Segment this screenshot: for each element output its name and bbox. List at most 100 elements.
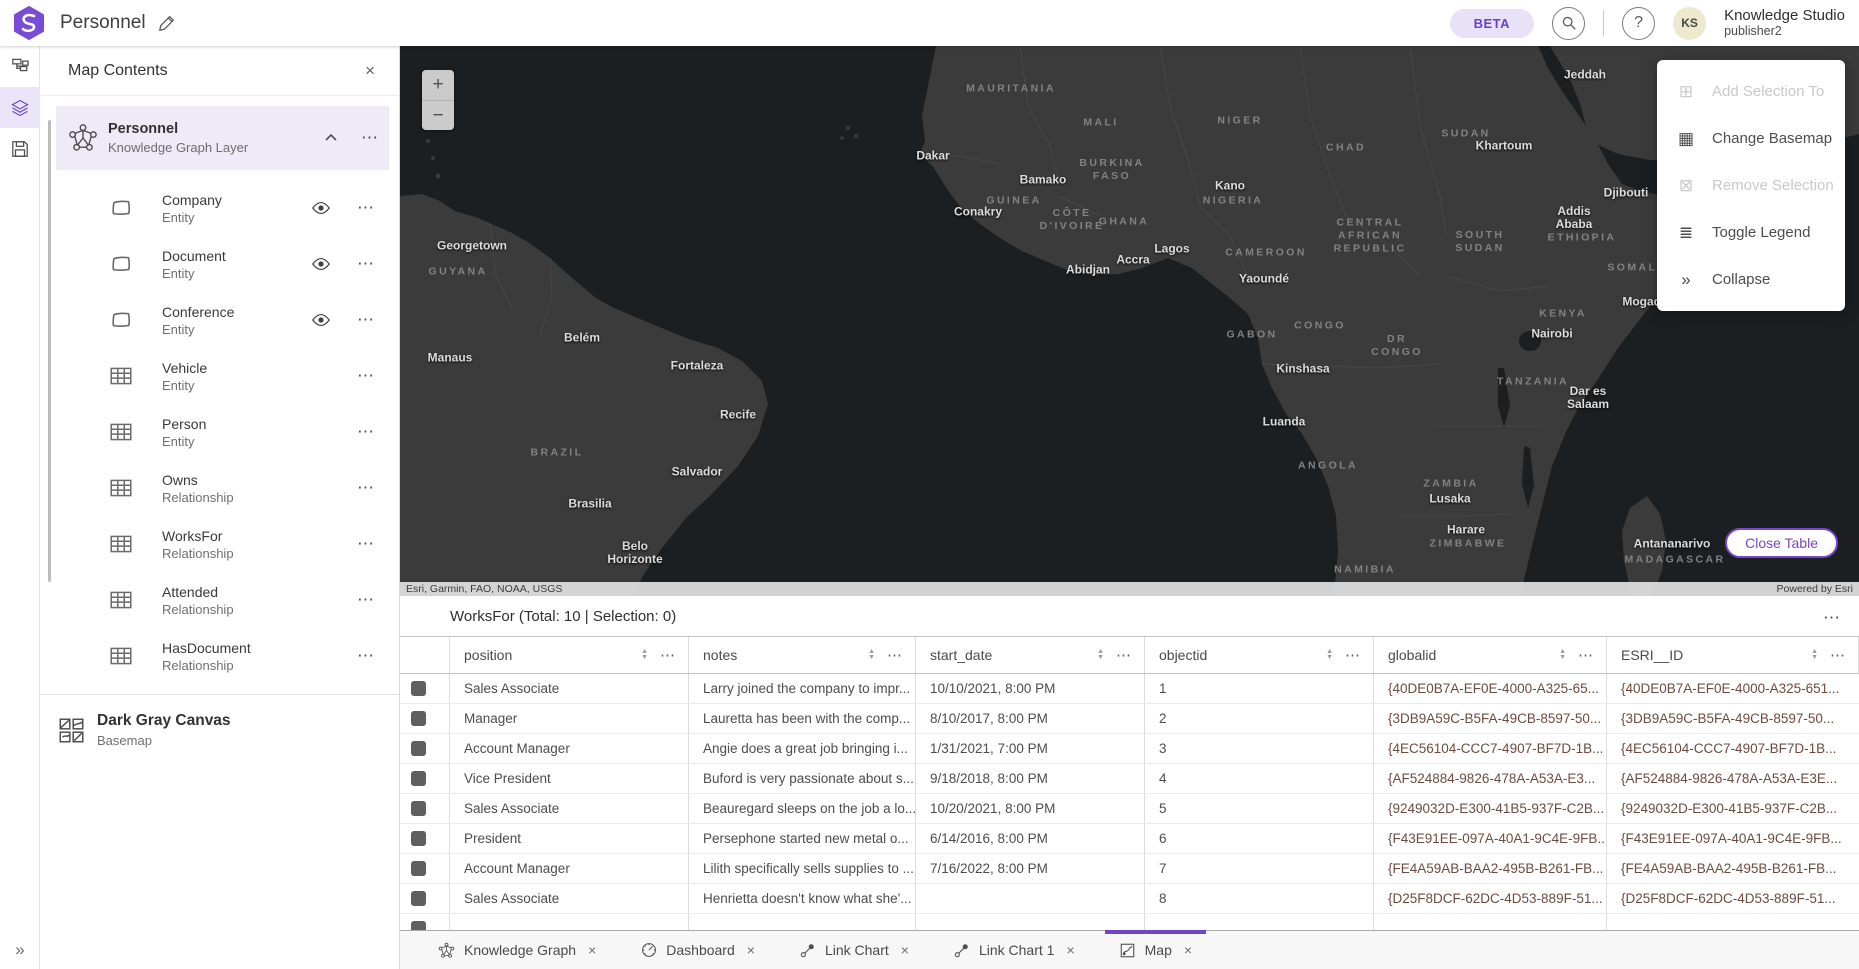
view-tab[interactable]: Link Chart × [777,931,931,969]
item-menu-icon[interactable]: ⋯ [357,310,375,329]
cell-objectid: 6 [1145,824,1374,853]
table-column-header[interactable]: start_date ▲ ▼ ⋯ [916,637,1145,673]
layer-item-name: Conference [162,303,235,320]
basemap-item[interactable]: Dark Gray Canvas Basemap [40,695,399,765]
item-menu-icon[interactable]: ⋯ [357,534,375,553]
table-row[interactable]: Manager Lauretta has been with the comp.… [400,704,1859,734]
search-button[interactable] [1552,6,1586,40]
sort-icon[interactable]: ▲ ▼ [868,648,875,661]
sort-icon[interactable]: ▲ ▼ [1326,648,1333,661]
table-row[interactable]: Sales Associate Larry joined the company… [400,674,1859,704]
close-table-button[interactable]: Close Table [1725,528,1838,558]
item-menu-icon[interactable]: ⋯ [357,590,375,609]
context-menu-item[interactable]: » Collapse [1657,256,1845,303]
column-menu-icon[interactable]: ⋯ [1345,647,1361,664]
layer-item[interactable]: Vehicle Entity ⋯ [40,348,399,404]
help-button[interactable]: ? [1622,6,1656,40]
main-area: MAURITANIA MALI NIGER CHAD SUDAN BURKINA FASO… [400,46,1859,969]
close-tab-icon[interactable]: × [588,942,597,958]
column-menu-icon[interactable]: ⋯ [887,647,903,664]
sort-icon[interactable]: ▲ ▼ [641,648,648,661]
item-menu-icon[interactable]: ⋯ [357,198,375,217]
rail-item-project[interactable] [0,46,40,87]
row-checkbox[interactable] [411,681,426,696]
layer-item[interactable]: Person Entity ⋯ [40,404,399,460]
layer-item[interactable]: HasDocument Relationship ⋯ [40,628,399,684]
visibility-eye-icon[interactable] [311,254,331,274]
item-menu-icon[interactable]: ⋯ [357,646,375,665]
rail-expand-icon[interactable]: » [15,940,25,959]
layer-item[interactable]: Company Entity ⋯ [40,180,399,236]
row-checkbox[interactable] [411,741,426,756]
table-row[interactable] [400,914,1859,930]
table-row[interactable]: President Persephone started new metal o… [400,824,1859,854]
row-checkbox[interactable] [411,921,426,930]
visibility-eye-icon[interactable] [311,198,331,218]
close-tab-icon[interactable]: × [900,942,909,958]
table-column-header[interactable]: ESRI__ID ▲ ▼ ⋯ [1607,637,1859,673]
sort-icon[interactable]: ▲ ▼ [1811,648,1818,661]
column-menu-icon[interactable]: ⋯ [1830,647,1846,664]
column-menu-icon[interactable]: ⋯ [1578,647,1594,664]
row-checkbox[interactable] [411,801,426,816]
row-checkbox[interactable] [411,711,426,726]
rail-item-layers[interactable] [0,87,40,128]
layer-item-type: Relationship [162,657,234,673]
row-checkbox[interactable] [411,831,426,846]
sort-icon[interactable]: ▲ ▼ [1097,648,1104,661]
layer-item[interactable]: WorksFor Relationship ⋯ [40,516,399,572]
layer-group-personnel[interactable]: Personnel Knowledge Graph Layer ⋯ [56,106,389,170]
zoom-in-button[interactable]: + [422,70,454,100]
row-checkbox[interactable] [411,891,426,906]
table-row[interactable]: Account Manager Lilith specifically sell… [400,854,1859,884]
table-row[interactable]: Sales Associate Beauregard sleeps on the… [400,794,1859,824]
table-row[interactable]: Account Manager Angie does a great job b… [400,734,1859,764]
context-menu-item[interactable]: ▦ Change Basemap [1657,115,1845,162]
rail-item-save[interactable] [0,128,40,169]
close-panel-icon[interactable]: × [365,60,375,80]
table-column-header[interactable]: globalid ▲ ▼ ⋯ [1374,637,1607,673]
column-menu-icon[interactable]: ⋯ [660,647,676,664]
view-tab[interactable]: Knowledge Graph × [416,931,618,969]
close-tab-icon[interactable]: × [746,942,755,958]
visibility-eye-icon[interactable] [311,310,331,330]
view-tab[interactable]: Dashboard × [618,931,777,969]
item-menu-icon[interactable]: ⋯ [357,254,375,273]
sort-icon[interactable]: ▲ ▼ [1559,648,1566,661]
table-column-header[interactable]: notes ▲ ▼ ⋯ [689,637,916,673]
cell-position: Sales Associate [450,674,689,703]
table-row[interactable]: Vice President Buford is very passionate… [400,764,1859,794]
layer-item[interactable]: Document Entity ⋯ [40,236,399,292]
knowledge-graph-icon [438,942,455,959]
view-tab[interactable]: Map × [1097,930,1214,969]
close-tab-icon[interactable]: × [1183,942,1193,958]
context-menu-item[interactable]: ⊠ Remove Selection [1657,162,1845,209]
row-checkbox[interactable] [411,861,426,876]
user-info[interactable]: Knowledge Studio publisher2 [1724,7,1845,39]
close-tab-icon[interactable]: × [1066,942,1075,958]
map-view[interactable]: MAURITANIA MALI NIGER CHAD SUDAN BURKINA FASO… [400,46,1859,596]
table-column-header[interactable]: position ▲ ▼ ⋯ [450,637,689,673]
table-row[interactable]: Sales Associate Henrietta doesn't know w… [400,884,1859,914]
column-menu-icon[interactable]: ⋯ [1116,647,1132,664]
edit-title-icon[interactable] [158,14,176,32]
layer-item[interactable]: Owns Relationship ⋯ [40,460,399,516]
layer-item[interactable]: Attended Relationship ⋯ [40,572,399,628]
zoom-out-button[interactable]: − [422,100,454,130]
view-tab[interactable]: Link Chart 1 × [931,931,1097,969]
context-menu-item[interactable]: ≣ Toggle Legend [1657,209,1845,256]
item-menu-icon[interactable]: ⋯ [357,366,375,385]
context-menu-item[interactable]: ⊞ Add Selection To [1657,68,1845,115]
table-column-header[interactable]: objectid ▲ ▼ ⋯ [1145,637,1374,673]
panel-scrollbar[interactable] [48,120,51,582]
cell-notes: Henrietta doesn't know what she'... [689,884,916,913]
table-body: Sales Associate Larry joined the company… [400,674,1859,930]
item-menu-icon[interactable]: ⋯ [357,422,375,441]
item-menu-icon[interactable]: ⋯ [357,478,375,497]
collapse-group-chevron-icon[interactable] [323,130,339,146]
user-avatar[interactable]: KS [1673,6,1707,40]
row-checkbox[interactable] [411,771,426,786]
group-menu-icon[interactable]: ⋯ [361,128,379,147]
layer-item[interactable]: Conference Entity ⋯ [40,292,399,348]
table-menu-icon[interactable]: ⋯ [1823,608,1841,627]
